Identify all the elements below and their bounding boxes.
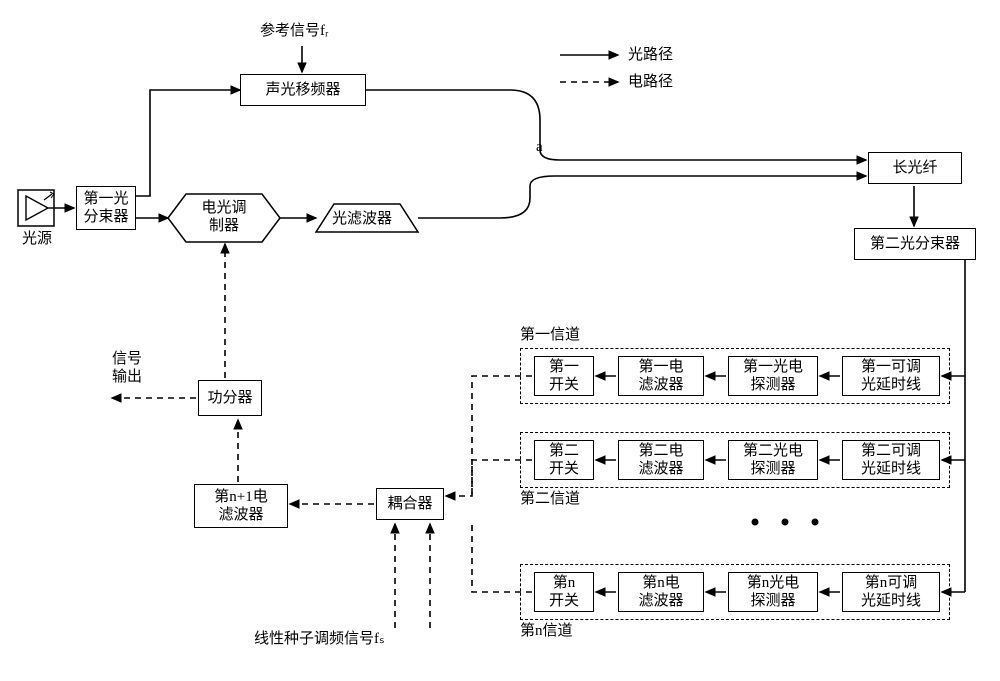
ch2-efilter: 第二电 滤波器: [618, 440, 704, 480]
channeln-label: 第n信道: [520, 622, 573, 640]
signal-out-label: 信号 输出: [112, 350, 142, 386]
power-divider-box: 功分器: [198, 380, 262, 416]
splitter1-box: 第一光 分束器: [76, 186, 136, 230]
filter-n1-box: 第n+1电 滤波器: [194, 484, 288, 528]
aom-box: 声光移频器: [240, 74, 366, 106]
chn-detector: 第n光电 探测器: [728, 572, 818, 612]
aom-text: 声光移频器: [265, 81, 340, 99]
ch1-delay: 第一可调 光延时线: [842, 356, 940, 396]
chn-efilter: 第n电 滤波器: [618, 572, 704, 612]
filter-n1-text: 第n+1电 滤波器: [214, 488, 267, 524]
coupler-box: 耦合器: [376, 488, 444, 520]
optical-filter-text: 光滤波器: [332, 210, 392, 228]
ref-signal-label: 参考信号fᵣ: [260, 22, 328, 40]
long-fiber-box: 长光纤: [868, 152, 962, 184]
channel2-label: 第二信道: [520, 490, 580, 508]
ch2-detector: 第二光电 探测器: [728, 440, 818, 480]
channel1-label: 第一信道: [520, 326, 580, 344]
splitter1-text: 第一光 分束器: [83, 190, 128, 226]
legend-optical-label: 光路径: [628, 46, 673, 64]
chn-switch: 第n 开关: [534, 572, 594, 612]
ch1-efilter: 第一电 滤波器: [618, 356, 704, 396]
splitter2-box: 第二光分束器: [854, 228, 976, 260]
long-fiber-text: 长光纤: [892, 159, 937, 177]
ch2-switch: 第二 开关: [534, 440, 594, 480]
chn-delay: 第n可调 光延时线: [842, 572, 940, 612]
splitter2-text: 第二光分束器: [870, 235, 960, 253]
power-divider-text: 功分器: [207, 389, 252, 407]
a-label: a: [536, 138, 543, 156]
ch1-switch: 第一 开关: [534, 356, 594, 396]
coupler-text: 耦合器: [387, 495, 432, 513]
ch2-delay: 第二可调 光延时线: [842, 440, 940, 480]
ch1-detector: 第一光电 探测器: [728, 356, 818, 396]
seed-signal-label: 线性种子调频信号fₛ: [254, 630, 385, 648]
legend-electrical-label: 电路径: [628, 73, 673, 91]
source-label: 光源: [22, 230, 52, 248]
eom-text: 电光调 制器: [196, 199, 252, 235]
